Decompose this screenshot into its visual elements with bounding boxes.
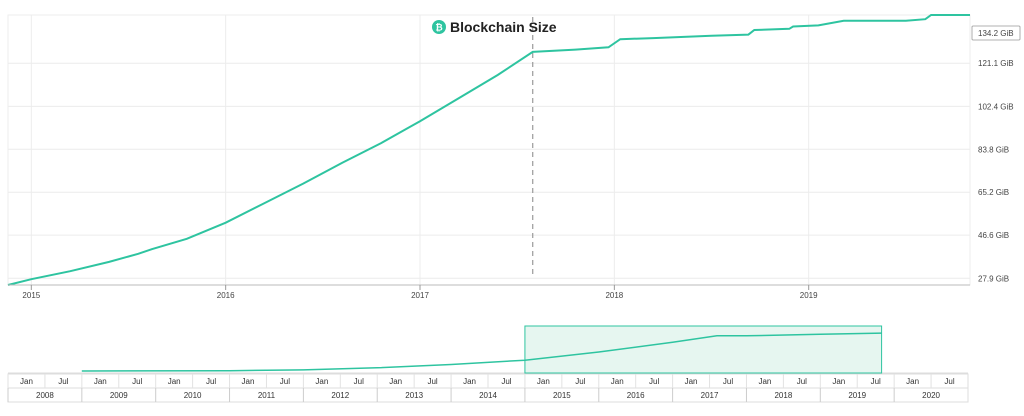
navigator-timeline: Jan Jul Jan Jul Jan Jul Jan Jul Jan Jul Jan Jul Jan J…	[7, 373, 969, 403]
y-tick-label: 102.4 GiB	[978, 102, 1014, 111]
year-label: 2019	[848, 391, 866, 400]
y-tick-label: 83.8 GiB	[978, 145, 1009, 154]
year-label: 2016	[627, 391, 645, 400]
current-value-box	[971, 25, 1021, 41]
year-label: 2014	[479, 391, 497, 400]
main-grid	[7, 14, 971, 286]
month-label: Jul	[871, 377, 881, 386]
navigator-series-line	[81, 332, 882, 372]
y-tick-label: 121.1 GiB	[978, 59, 1014, 68]
month-label: Jan	[758, 377, 771, 386]
y-tick-label: 65.2 GiB	[978, 188, 1009, 197]
y-tick-label: 46.6 GiB	[978, 231, 1009, 240]
month-label: Jan	[20, 377, 33, 386]
bitcoin-icon-glyph: ₿	[435, 23, 442, 33]
main-plot-area	[7, 14, 970, 286]
current-value-label: 134.2 GiB	[978, 29, 1014, 38]
month-label: Jul	[501, 377, 511, 386]
navigator-window[interactable]	[524, 325, 883, 374]
bitcoin-icon	[432, 20, 446, 34]
month-label: Jul	[427, 377, 437, 386]
year-label: 2009	[110, 391, 128, 400]
month-label: Jul	[280, 377, 290, 386]
month-label: Jul	[797, 377, 807, 386]
month-label: Jan	[315, 377, 328, 386]
month-label: Jul	[575, 377, 585, 386]
month-label: Jul	[354, 377, 364, 386]
year-label: 2013	[405, 391, 423, 400]
month-label: Jan	[906, 377, 919, 386]
chart-title: ₿ Blockchain Size	[432, 19, 557, 35]
year-label: 2011	[258, 391, 276, 400]
month-label: Jan	[463, 377, 476, 386]
x-tick-label: 2015	[22, 291, 40, 300]
y-axis: 27.9 GiB 46.6 GiB 65.2 GiB 83.8 GiB 102.4 Gi…	[971, 25, 1021, 283]
month-label: Jan	[168, 377, 181, 386]
month-label: Jul	[132, 377, 142, 386]
year-label: 2015	[553, 391, 571, 400]
x-tick-label: 2017	[411, 291, 429, 300]
x-tick-label: 2019	[800, 291, 818, 300]
x-tick-label: 2016	[217, 291, 235, 300]
month-label: Jan	[832, 377, 845, 386]
chart-title-text: Blockchain Size	[450, 19, 557, 35]
month-label: Jul	[944, 377, 954, 386]
year-label: 2010	[184, 391, 202, 400]
month-label: Jan	[611, 377, 624, 386]
year-label: 2020	[922, 391, 940, 400]
year-label: 2017	[701, 391, 719, 400]
year-label: 2012	[331, 391, 349, 400]
month-label: Jan	[94, 377, 107, 386]
month-label: Jul	[58, 377, 68, 386]
series-line	[7, 14, 970, 286]
x-tick-label: 2018	[605, 291, 623, 300]
y-tick-label: 27.9 GiB	[978, 274, 1009, 283]
year-label: 2008	[36, 391, 54, 400]
month-label: Jan	[537, 377, 550, 386]
plot-frame	[7, 14, 971, 286]
range-navigator[interactable]	[8, 325, 968, 374]
month-label: Jul	[206, 377, 216, 386]
month-label: Jan	[685, 377, 698, 386]
month-label: Jul	[649, 377, 659, 386]
month-label: Jan	[389, 377, 402, 386]
month-label: Jan	[242, 377, 255, 386]
year-label: 2018	[774, 391, 792, 400]
month-label: Jul	[723, 377, 733, 386]
x-axis: 2015 2016 2017 2018 2019	[8, 284, 970, 300]
